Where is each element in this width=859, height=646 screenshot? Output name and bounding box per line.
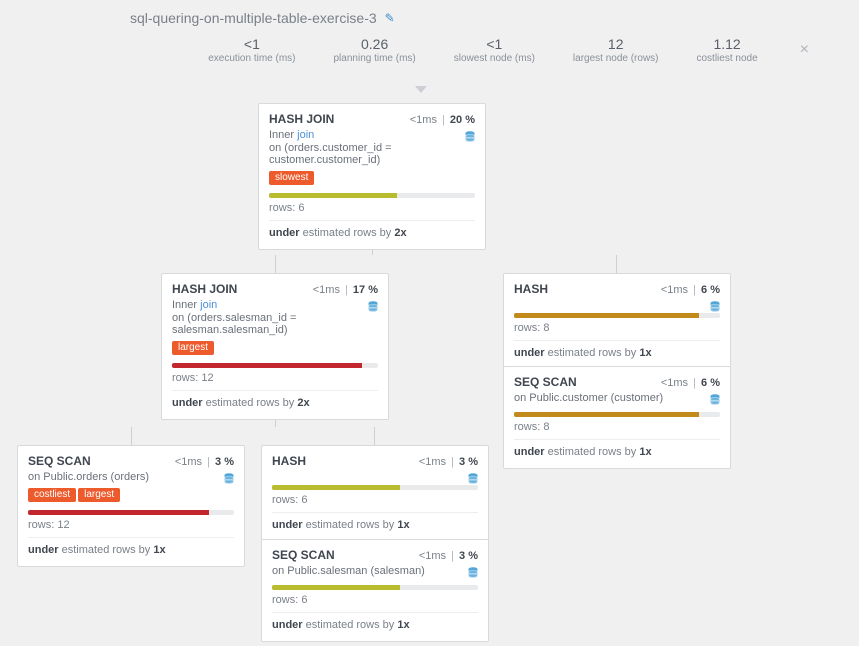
badge-row: largest <box>172 337 378 355</box>
node-subtitle: on Public.customer (customer) <box>514 392 720 404</box>
progress-bar <box>269 193 475 198</box>
rows-count: rows: 6 <box>272 494 478 513</box>
progress-bar <box>272 485 478 490</box>
node-title: SEQ SCAN <box>28 454 91 468</box>
node-metrics: <1ms | 17 % <box>313 284 378 296</box>
stat-largest: 12largest node (rows) <box>573 36 659 64</box>
rows-count: rows: 12 <box>172 372 378 391</box>
node-metrics: <1ms | 6 % <box>661 377 720 389</box>
node-title: SEQ SCAN <box>272 548 335 562</box>
stats-row: <1execution time (ms) 0.26planning time … <box>0 30 859 76</box>
badge-largest: largest <box>172 341 214 355</box>
node-metrics: <1ms | 20 % <box>410 114 475 126</box>
plan-node[interactable]: SEQ SCAN <1ms | 6 % on Public.customer (cu… <box>503 366 731 469</box>
database-icon <box>224 473 234 485</box>
plan-canvas: HASH JOIN<1ms | 20 %Inner joinon (orders… <box>0 76 859 636</box>
progress-bar <box>272 585 478 590</box>
estimate-line: under estimated rows by 1x <box>514 440 720 458</box>
node-subtitle: on Public.salesman (salesman) <box>272 565 478 577</box>
badge-costliest: costliest <box>28 488 76 502</box>
badge-largest: largest <box>78 488 120 502</box>
plan-node[interactable]: HASH JOIN <1ms | 17 % Inner joinon (orders… <box>161 273 389 420</box>
database-icon <box>710 394 720 406</box>
node-metrics: <1ms | 3 % <box>419 550 478 562</box>
estimate-line: under estimated rows by 2x <box>269 221 475 239</box>
estimate-line: under estimated rows by 1x <box>272 513 478 531</box>
estimate-line: under estimated rows by 1x <box>514 341 720 359</box>
connector <box>131 427 375 445</box>
node-title: HASH <box>272 454 306 468</box>
title-bar: sql-quering-on-multiple-table-exercise-3… <box>0 0 859 30</box>
rows-count: rows: 8 <box>514 421 720 440</box>
database-icon <box>710 301 720 313</box>
estimate-line: under estimated rows by 1x <box>272 613 478 631</box>
badge-slowest: slowest <box>269 171 314 185</box>
node-title: HASH JOIN <box>172 282 237 296</box>
database-icon <box>468 567 478 579</box>
node-condition: on (orders.salesman_id = salesman.salesm… <box>172 312 378 336</box>
plan-node[interactable]: SEQ SCAN <1ms | 3 % on Public.salesman (sa… <box>261 539 489 642</box>
node-title: HASH <box>514 282 548 296</box>
database-icon <box>468 473 478 485</box>
stat-exec-time: <1execution time (ms) <box>208 36 295 64</box>
node-subtitle: Inner join <box>269 129 475 141</box>
node-metrics: <1ms | 3 % <box>175 456 234 468</box>
badge-row: slowest <box>269 167 475 185</box>
node-title: SEQ SCAN <box>514 375 577 389</box>
stat-slowest: <1slowest node (ms) <box>454 36 535 64</box>
progress-bar <box>514 412 720 417</box>
node-subtitle: Inner join <box>172 299 378 311</box>
node-metrics: <1ms | 3 % <box>419 456 478 468</box>
database-icon <box>368 301 378 313</box>
plan-node[interactable]: HASH <1ms | 3 % rows: 6under estimated row… <box>261 445 489 542</box>
plan-node[interactable]: HASH <1ms | 6 % rows: 8under estimated row… <box>503 273 731 370</box>
stat-costliest: 1.12costliest node <box>697 36 758 64</box>
node-title: HASH JOIN <box>269 112 334 126</box>
edit-icon[interactable]: ✎ <box>385 11 395 25</box>
database-icon <box>465 131 475 143</box>
connector <box>275 255 617 273</box>
badge-row: costliestlargest <box>28 484 234 502</box>
plan-node[interactable]: HASH JOIN <1ms | 20 % Inner joinon (orders… <box>258 103 486 250</box>
estimate-line: under estimated rows by 1x <box>28 538 234 556</box>
progress-bar <box>514 313 720 318</box>
rows-count: rows: 6 <box>269 202 475 221</box>
stat-plan-time: 0.26planning time (ms) <box>334 36 416 64</box>
progress-bar <box>28 510 234 515</box>
plan-node[interactable]: SEQ SCAN <1ms | 3 % on Public.orders (orde… <box>17 445 245 567</box>
rows-count: rows: 8 <box>514 322 720 341</box>
rows-count: rows: 6 <box>272 594 478 613</box>
rows-count: rows: 12 <box>28 519 234 538</box>
estimate-line: under estimated rows by 2x <box>172 391 378 409</box>
node-subtitle: on Public.orders (orders) <box>28 471 234 483</box>
join-link[interactable]: join <box>297 129 314 141</box>
page-title: sql-quering-on-multiple-table-exercise-3 <box>130 10 377 26</box>
progress-bar <box>172 363 378 368</box>
close-icon[interactable]: × <box>800 41 809 59</box>
root-pointer-icon <box>415 86 427 93</box>
join-link[interactable]: join <box>200 299 217 311</box>
node-condition: on (orders.customer_id = customer.custom… <box>269 142 475 166</box>
node-metrics: <1ms | 6 % <box>661 284 720 296</box>
